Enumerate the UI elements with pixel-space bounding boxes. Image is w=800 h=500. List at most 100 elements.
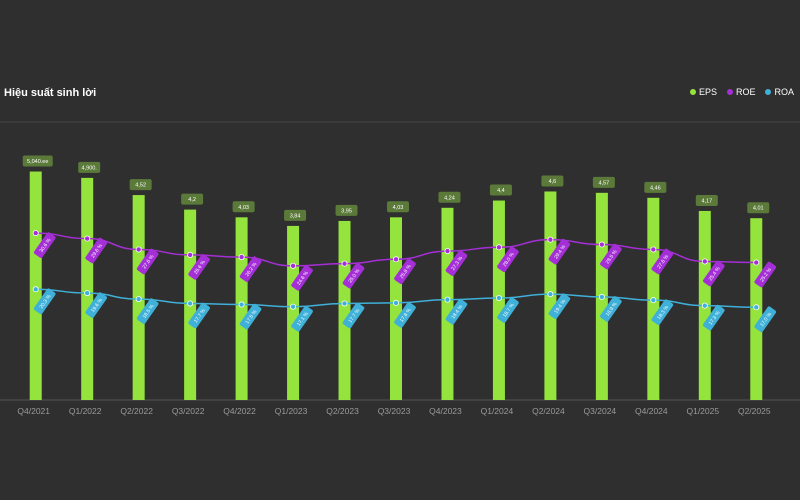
roe-tag-box <box>600 243 622 270</box>
eps-label-box <box>592 176 615 188</box>
roa-tag-box <box>136 298 159 324</box>
eps-label-box <box>747 202 770 214</box>
roe-point <box>290 262 297 269</box>
legend-label-eps: EPS <box>698 87 717 97</box>
roe-tag-box <box>342 262 365 289</box>
roe-tag-box <box>548 238 571 265</box>
legend-dot-roe <box>726 89 733 95</box>
roa-tag-box <box>342 302 365 329</box>
roe-point <box>392 256 399 263</box>
roe-point <box>650 246 657 253</box>
x-tick-label: Q2/2022 <box>120 406 153 416</box>
roa-tag-box <box>33 288 56 315</box>
roe-point <box>444 248 451 255</box>
eps-bar <box>338 220 351 400</box>
roe-point <box>753 259 760 266</box>
eps-data-label: 3,95 <box>341 208 352 214</box>
x-tick-label: Q4/2024 <box>635 406 668 416</box>
eps-label-box <box>335 204 358 216</box>
roe-tag-box <box>497 246 519 273</box>
roe-tag-box <box>85 237 107 264</box>
roa-tag-box <box>651 299 674 325</box>
roe-point <box>135 246 142 253</box>
roe-tag-box <box>239 256 262 282</box>
eps-data-label: 5,040.ee <box>27 159 48 165</box>
roa-tag-box <box>445 298 468 325</box>
eps-bar <box>29 171 42 400</box>
legend-item-eps[interactable]: EPS <box>689 87 717 97</box>
x-tick-label: Q1/2025 <box>686 406 719 416</box>
legend-label-roe: ROE <box>735 87 756 97</box>
eps-bar <box>235 217 248 400</box>
eps-bar <box>81 177 94 400</box>
roe-point <box>701 258 708 265</box>
roa-tag-box <box>548 293 571 319</box>
roa-point <box>84 290 91 297</box>
eps-bar <box>287 225 300 400</box>
roa-point <box>135 296 142 303</box>
roe-tag-box <box>651 248 674 275</box>
x-tick-label: Q1/2022 <box>69 406 102 416</box>
legend-item-roe[interactable]: ROE <box>726 87 756 97</box>
eps-data-label: 3,84 <box>290 213 301 219</box>
eps-data-label: 4,46 <box>650 185 661 191</box>
eps-data-label: 4,17 <box>701 198 712 204</box>
roa-tag-box <box>188 302 210 329</box>
roe-tag-box <box>394 258 416 285</box>
eps-label-box <box>541 175 564 187</box>
roe-point <box>238 254 245 261</box>
roa-tag-box <box>703 304 725 331</box>
eps-label-box <box>387 201 409 213</box>
roa-point <box>444 296 451 303</box>
x-tick-label: Q3/2022 <box>172 406 205 416</box>
roe-point <box>547 236 554 243</box>
x-tick-label: Q4/2021 <box>17 406 50 416</box>
x-tick-label: Q2/2024 <box>532 406 565 416</box>
eps-data-label: 4,03 <box>238 205 249 211</box>
roa-point <box>650 297 657 304</box>
roa-tag-box <box>239 303 262 330</box>
legend-dot-eps <box>689 89 696 95</box>
eps-data-label: 4,52 <box>135 183 146 189</box>
roa-point <box>187 300 194 307</box>
x-tick-label: Q4/2022 <box>223 406 256 416</box>
roa-point <box>701 302 708 309</box>
roa-point <box>598 293 605 300</box>
roa-point <box>341 300 348 307</box>
roe-tag-box <box>703 260 725 287</box>
roe-tag-box <box>754 261 777 288</box>
eps-label-box <box>284 209 307 221</box>
roe-point <box>341 260 348 267</box>
legend-item-roa[interactable]: ROA <box>765 87 794 97</box>
chart-title: Hiệu suất sinh lời <box>4 87 97 99</box>
roe-point <box>84 235 91 242</box>
eps-data-label: 4,4 <box>497 188 505 194</box>
roa-tag-box <box>394 302 416 328</box>
eps-label-box <box>438 191 461 203</box>
eps-label-box <box>181 193 204 205</box>
roa-point <box>392 299 399 306</box>
eps-data-label: 4,57 <box>599 180 610 186</box>
eps-label-box <box>129 179 152 191</box>
roa-tag-box <box>754 306 777 333</box>
roa-point <box>238 301 245 308</box>
chart-legend: EPS ROE ROA <box>689 87 794 97</box>
x-tick-label: Q1/2023 <box>275 406 308 416</box>
roe-point <box>32 230 39 237</box>
roe-point <box>598 241 605 248</box>
x-tick-label: Q2/2025 <box>738 406 771 416</box>
roa-tag-box <box>600 296 622 322</box>
eps-bar <box>390 217 402 400</box>
eps-label-box <box>22 155 53 167</box>
roa-point <box>753 304 760 311</box>
x-tick-label: Q1/2024 <box>481 406 514 416</box>
x-tick-label: Q3/2024 <box>584 406 617 416</box>
eps-data-label: 4,2 <box>188 197 196 203</box>
eps-bar <box>441 207 454 400</box>
roe-tag-box <box>136 248 159 275</box>
eps-label-box <box>489 184 512 196</box>
roa-point <box>495 294 502 301</box>
x-tick-label: Q4/2023 <box>429 406 462 416</box>
